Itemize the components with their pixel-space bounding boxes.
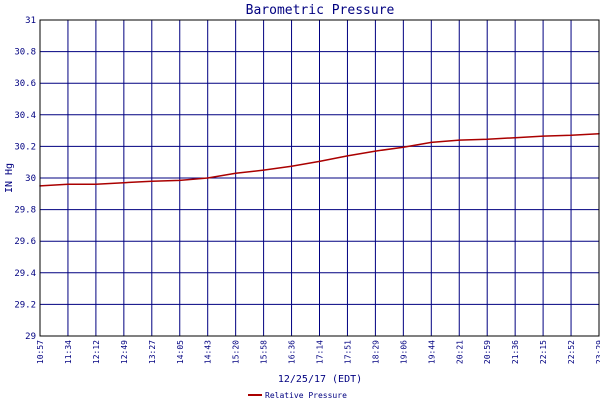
plot-border (39, 19, 600, 337)
x-tick-label: 12:12 (92, 340, 101, 364)
data-point (123, 181, 125, 184)
data-point (67, 183, 69, 186)
x-tick-label: 14:43 (204, 340, 213, 364)
x-tick-label: 16:36 (288, 340, 297, 364)
data-point (206, 177, 209, 179)
x-tick-label: 15:20 (232, 340, 241, 364)
y-tick-labels: 29 29.2 29.4 29.6 29.8 30 30.2 30.4 30.6 30.8 31 (14, 16, 36, 342)
x-tick-label: 10:57 (36, 340, 45, 364)
data-point (318, 160, 321, 163)
data-point (570, 134, 572, 137)
x-tick-labels: 10:57 11:34 12:12 12:49 13:27 14:05 14:43 15:20… (36, 340, 600, 364)
y-tick-label: 29.8 (14, 206, 36, 216)
y-axis-label: IN Hg (4, 163, 15, 193)
x-tick-label: 21:36 (511, 340, 520, 364)
data-point (486, 138, 489, 141)
chart-title: Barometric Pressure (246, 3, 395, 18)
x-tick-label: 11:34 (64, 340, 73, 364)
data-point (514, 136, 516, 139)
x-tick-label: 19:06 (399, 340, 408, 364)
legend-label: Relative Pressure (265, 391, 347, 400)
x-axis-label: 12/25/17 (EDT) (278, 374, 362, 385)
y-tick-label: 31 (25, 16, 36, 26)
series-layer (39, 132, 600, 187)
data-point (542, 135, 544, 137)
x-tick-label: 19:44 (427, 340, 436, 364)
x-tick-label: 17:14 (316, 340, 325, 364)
data-point (95, 183, 97, 186)
y-tick-label: 29.2 (14, 300, 36, 310)
data-point (178, 179, 181, 182)
data-point (346, 155, 349, 157)
y-tick-label: 30.4 (14, 111, 36, 121)
x-tick-label: 20:59 (483, 340, 492, 364)
data-point (374, 150, 377, 152)
x-tick-label: 22:15 (539, 340, 548, 364)
grid-lines (40, 19, 599, 337)
y-tick-label: 29.4 (14, 269, 36, 279)
x-tick-label: 18:29 (371, 340, 380, 364)
data-point (151, 180, 153, 182)
y-tick-label: 30.6 (14, 79, 36, 89)
x-tick-label: 15:58 (260, 340, 269, 364)
x-tick-label: 23:29 (595, 340, 600, 364)
y-tick-label: 29.6 (14, 237, 36, 247)
data-point (234, 172, 237, 175)
y-tick-label: 30.2 (14, 142, 36, 152)
y-tick-label: 30 (25, 174, 36, 184)
y-tick-label: 29 (25, 332, 36, 342)
x-tick-label: 13:27 (148, 340, 157, 364)
x-tick-label: 22:52 (567, 340, 576, 364)
legend: Relative Pressure (248, 391, 347, 400)
x-tick-label: 17:51 (343, 340, 352, 364)
data-point (262, 169, 265, 171)
y-tick-label: 30.8 (14, 48, 36, 58)
data-point (430, 141, 433, 144)
data-point (290, 165, 293, 167)
x-tick-label: 12:49 (120, 340, 129, 364)
x-tick-label: 14:05 (176, 340, 185, 364)
data-point (402, 146, 405, 148)
data-point (458, 139, 461, 141)
x-tick-label: 20:21 (455, 340, 464, 364)
